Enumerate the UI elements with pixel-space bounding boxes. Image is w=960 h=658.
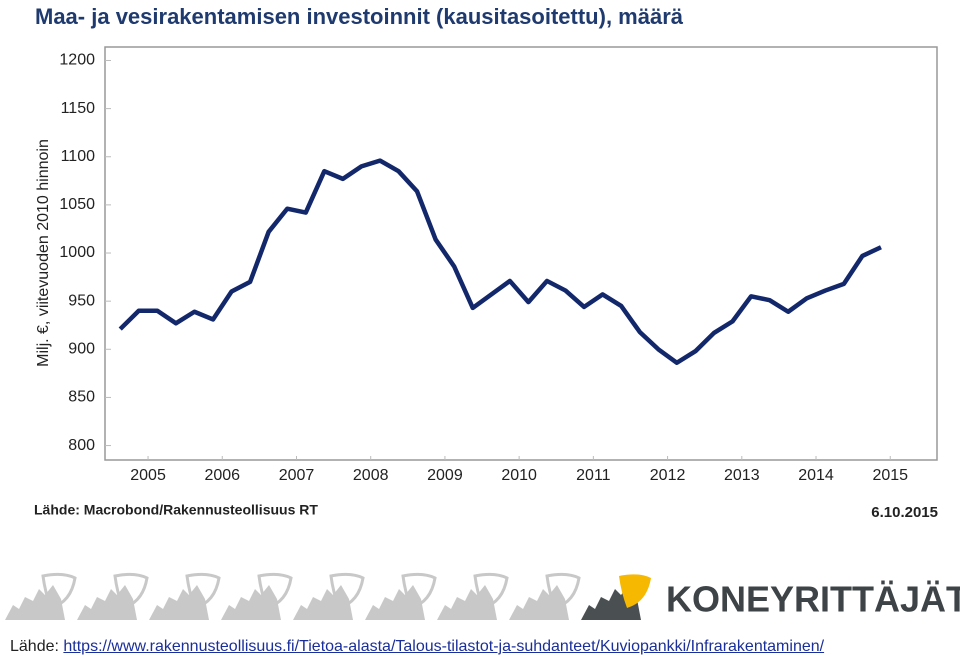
y-tick-label: 800 xyxy=(68,437,95,454)
plot-frame xyxy=(104,46,938,461)
source-link[interactable]: https://www.rakennusteollisuus.fi/Tietoa… xyxy=(63,638,825,655)
chart-date: 6.10.2015 xyxy=(871,504,938,521)
x-tick-label: 2010 xyxy=(501,467,537,484)
chart: Maa- ja vesirakentamisen investoinnit (k… xyxy=(5,4,960,620)
y-tick-label: 900 xyxy=(68,341,95,358)
chart-title: Maa- ja vesirakentamisen investoinnit (k… xyxy=(35,4,684,29)
x-tick-label: 2012 xyxy=(650,467,686,484)
logo-text: KONEYRITTÄJÄT xyxy=(666,579,960,620)
y-tick-label: 1100 xyxy=(61,148,96,165)
y-tick-label: 950 xyxy=(68,292,95,309)
logo: KONEYRITTÄJÄT xyxy=(5,572,960,620)
y-tick-label: 1050 xyxy=(59,196,95,213)
chart-source: Lähde: Macrobond/Rakennusteollisuus RT xyxy=(34,502,318,518)
x-tick-label: 2011 xyxy=(576,467,611,484)
x-tick-label: 2009 xyxy=(427,467,463,484)
y-tick-label: 1150 xyxy=(61,100,96,117)
x-tick-label: 2007 xyxy=(279,467,315,484)
line-series xyxy=(118,158,882,366)
x-tick-label: 2008 xyxy=(353,467,389,484)
source-prefix: Lähde: xyxy=(10,638,59,655)
x-tick-label: 2014 xyxy=(798,467,834,484)
y-axis-label: Milj. €, viitevuoden 2010 hinnoin xyxy=(35,139,52,367)
x-tick-label: 2013 xyxy=(724,467,760,484)
footer-source: Lähde: https://www.rakennusteollisuus.fi… xyxy=(10,638,824,656)
y-tick-label: 1000 xyxy=(59,244,95,261)
y-tick-label: 850 xyxy=(68,389,95,406)
x-tick-label: 2005 xyxy=(130,467,166,484)
y-tick-label: 1200 xyxy=(59,52,95,69)
x-tick-label: 2015 xyxy=(872,467,908,484)
x-tick-label: 2006 xyxy=(204,467,240,484)
